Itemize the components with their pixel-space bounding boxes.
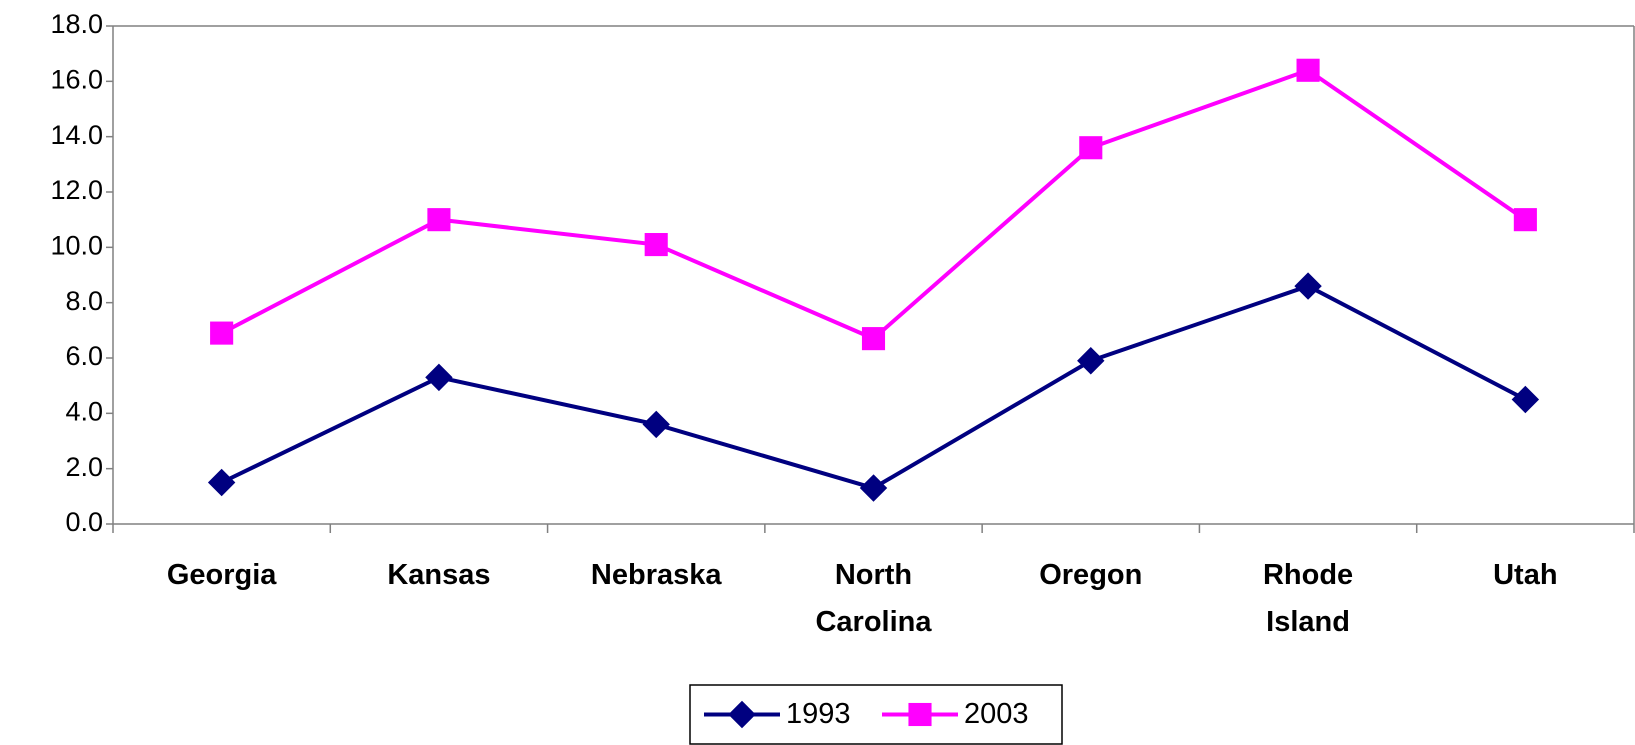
x-tick-label: Rhode Island: [1262, 559, 1354, 638]
marker: [1079, 136, 1103, 160]
y-tick-label: 4.0: [65, 396, 103, 426]
x-tick-label: Nebraska: [590, 559, 722, 591]
x-tick-label: Georgia: [166, 559, 277, 591]
marker: [642, 410, 670, 439]
y-tick-label: 0.0: [65, 507, 103, 537]
x-tick-label: Oregon: [1039, 559, 1143, 591]
x-tick-label: North Carolina: [815, 559, 932, 638]
marker: [427, 208, 451, 232]
marker: [859, 474, 888, 502]
marker: [1513, 208, 1537, 232]
marker: [728, 700, 756, 729]
y-tick-label: 10.0: [50, 230, 103, 260]
x-tick-label: Utah: [1493, 559, 1558, 591]
x-tick-label: Kansas: [387, 559, 491, 591]
marker: [1296, 58, 1320, 82]
y-tick-label: 18.0: [50, 9, 103, 39]
marker: [210, 321, 234, 345]
marker: [207, 468, 236, 497]
y-tick-label: 12.0: [50, 175, 103, 205]
marker: [908, 702, 932, 727]
marker: [1077, 347, 1105, 375]
marker: [644, 233, 668, 257]
legend-label: 1993: [786, 698, 851, 730]
y-tick-label: 8.0: [65, 286, 103, 316]
series-line: [220, 284, 1527, 491]
y-tick-label: 6.0: [65, 341, 103, 371]
marker: [861, 327, 886, 351]
y-tick-label: 2.0: [65, 452, 103, 482]
marker: [1511, 385, 1540, 414]
marker: [1294, 272, 1322, 300]
legend-label: 2003: [964, 698, 1029, 730]
y-tick-label: 16.0: [50, 64, 103, 94]
y-tick-label: 14.0: [50, 120, 103, 150]
marker: [425, 363, 453, 392]
